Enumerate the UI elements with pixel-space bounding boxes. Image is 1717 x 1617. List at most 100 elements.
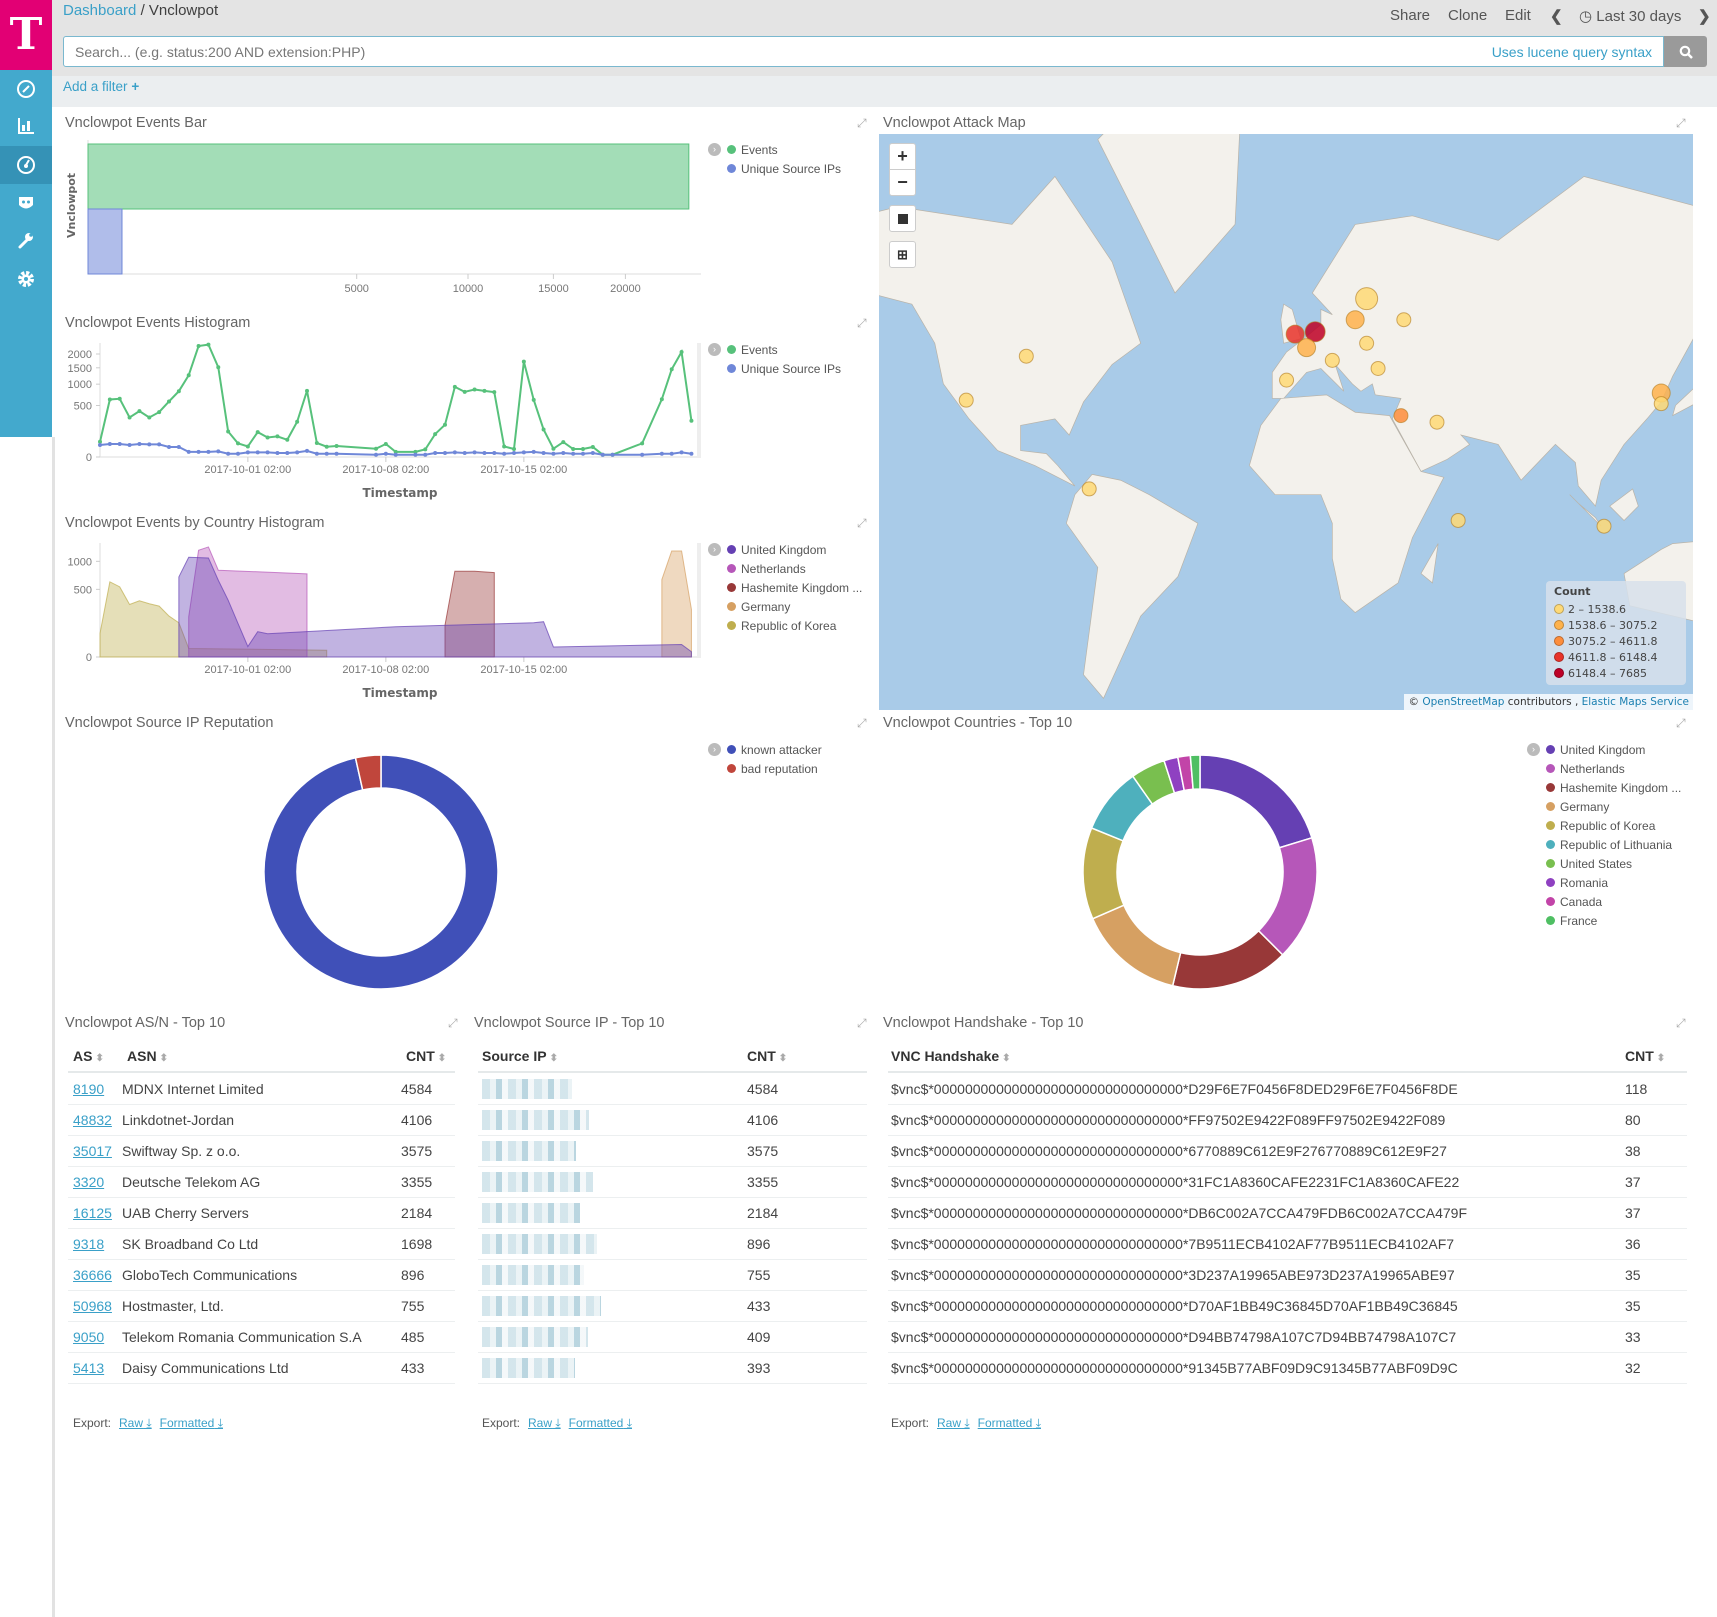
legend-item[interactable]: known attacker — [727, 740, 822, 759]
sort-icon[interactable]: ⬍ — [1656, 1053, 1666, 1064]
export-raw-link[interactable]: Raw ⤓ — [937, 1416, 970, 1430]
as-number-link[interactable]: 3320 — [73, 1174, 105, 1190]
legend-item[interactable]: Hashemite Kingdom ... — [1546, 778, 1681, 797]
expand-panel-icon[interactable]: ⤢ — [448, 1016, 458, 1030]
legend-toggle-chevron-icon[interactable]: › — [708, 743, 721, 756]
as-number-link[interactable]: 8190 — [73, 1081, 105, 1097]
add-filter-button[interactable]: Add a filter + — [63, 79, 139, 94]
legend-item[interactable]: Republic of Korea — [727, 616, 836, 635]
as-number-link[interactable]: 9050 — [73, 1329, 105, 1345]
clone-button[interactable]: Clone — [1448, 7, 1488, 24]
export-formatted-link[interactable]: Formatted ⤓ — [978, 1416, 1041, 1430]
time-back-chevron-icon[interactable]: ❮ — [1550, 8, 1563, 25]
legend-item[interactable]: Republic of Lithuania — [1546, 835, 1672, 854]
column-header[interactable]: CNT ⬍ — [1625, 1048, 1665, 1064]
ems-link[interactable]: Elastic Maps Service — [1581, 696, 1689, 708]
export-formatted-link[interactable]: Formatted ⤓ — [160, 1416, 223, 1430]
expand-panel-icon[interactable]: ⤢ — [857, 716, 867, 730]
sidebar-item-visualize[interactable] — [0, 107, 52, 145]
table-row: $vnc$*00000000000000000000000000000000*D… — [888, 1322, 1687, 1353]
legend-toggle-chevron-icon[interactable]: › — [708, 143, 721, 156]
as-number-link[interactable]: 50968 — [73, 1298, 112, 1314]
as-number-link[interactable]: 36666 — [73, 1267, 112, 1283]
download-icon: ⤓ — [623, 1416, 632, 1430]
column-header[interactable]: CNT ⬍ — [747, 1048, 787, 1064]
legend-item[interactable]: Events — [727, 340, 778, 359]
search-button[interactable] — [1664, 36, 1707, 67]
breadcrumb-dashboard-link[interactable]: Dashboard — [63, 2, 137, 19]
lucene-syntax-link[interactable]: Uses lucene query syntax — [1491, 43, 1652, 60]
as-number-link[interactable]: 48832 — [73, 1112, 112, 1128]
expand-panel-icon[interactable]: ⤢ — [1676, 116, 1686, 130]
legend-item[interactable]: France — [1546, 911, 1597, 930]
expand-panel-icon[interactable]: ⤢ — [857, 116, 867, 130]
expand-panel-icon[interactable]: ⤢ — [857, 1016, 867, 1030]
legend-item[interactable]: Germany — [1546, 797, 1609, 816]
sidebar-item-discover[interactable] — [0, 70, 52, 108]
osm-link[interactable]: OpenStreetMap — [1422, 696, 1505, 708]
export-raw-link[interactable]: Raw ⤓ — [119, 1416, 152, 1430]
asn-name: Daisy Communications Ltd — [122, 1360, 289, 1376]
ip-pixelation — [482, 1141, 576, 1161]
download-icon: ⤓ — [552, 1416, 561, 1430]
legend-item[interactable]: Events — [727, 140, 778, 159]
legend-toggle-chevron-icon[interactable]: › — [1527, 743, 1540, 756]
map-zoom-in-button[interactable]: + — [889, 143, 916, 170]
legend-item[interactable]: bad reputation — [727, 759, 818, 778]
search-input[interactable]: Search... (e.g. status:200 AND extension… — [63, 36, 1664, 67]
column-header[interactable]: AS ⬍ — [73, 1048, 104, 1064]
as-number-link[interactable]: 5413 — [73, 1360, 105, 1376]
legend-item[interactable]: Unique Source IPs — [727, 159, 841, 178]
data-point — [285, 451, 290, 456]
expand-panel-icon[interactable]: ⤢ — [857, 516, 867, 530]
legend-item[interactable]: United States — [1546, 854, 1632, 873]
legend-item[interactable]: Canada — [1546, 892, 1602, 911]
sidebar-item-management[interactable] — [0, 260, 52, 298]
legend-item[interactable]: Republic of Korea — [1546, 816, 1655, 835]
legend-item[interactable]: Germany — [727, 597, 790, 616]
column-header[interactable]: Source IP ⬍ — [482, 1048, 558, 1064]
table-row: $vnc$*00000000000000000000000000000000*D… — [888, 1291, 1687, 1322]
column-header[interactable]: ASN ⬍ — [127, 1048, 168, 1064]
legend-toggle-chevron-icon[interactable]: › — [708, 543, 721, 556]
map-zoom-out-button[interactable]: − — [889, 169, 916, 196]
legend-item[interactable]: Netherlands — [1546, 759, 1625, 778]
as-number-link[interactable]: 16125 — [73, 1205, 112, 1221]
count: 4584 — [747, 1081, 779, 1097]
legend-toggle-chevron-icon[interactable]: › — [708, 343, 721, 356]
telekom-logo[interactable]: T — [0, 0, 52, 70]
as-number-link[interactable]: 9318 — [73, 1236, 105, 1252]
download-icon: ⤓ — [1032, 1416, 1041, 1430]
export-raw-link[interactable]: Raw ⤓ — [528, 1416, 561, 1430]
sidebar-item-dashboard[interactable] — [0, 146, 52, 184]
legend-item[interactable]: Hashemite Kingdom ... — [727, 578, 862, 597]
map-fit-bounds-button[interactable]: ⊞ — [889, 241, 916, 268]
map-draw-rectangle-button[interactable] — [889, 205, 916, 232]
export-formatted-link[interactable]: Formatted ⤓ — [569, 1416, 632, 1430]
legend-item[interactable]: Unique Source IPs — [727, 359, 841, 378]
sort-icon[interactable]: ⬍ — [549, 1053, 558, 1064]
sort-icon[interactable]: ⬍ — [778, 1053, 788, 1064]
sidebar-item-timelion[interactable] — [0, 184, 52, 222]
expand-panel-icon[interactable]: ⤢ — [857, 316, 867, 330]
expand-panel-icon[interactable]: ⤢ — [1676, 716, 1686, 730]
time-forward-chevron-icon[interactable]: ❯ — [1698, 8, 1711, 25]
sort-icon[interactable]: ⬍ — [437, 1053, 447, 1064]
share-button[interactable]: Share — [1390, 7, 1431, 24]
formatted-label: Formatted — [159, 1416, 215, 1430]
time-picker-button[interactable]: ◷ Last 30 days — [1579, 7, 1681, 25]
sidebar-item-dev-tools[interactable] — [0, 221, 52, 259]
sort-icon[interactable]: ⬍ — [1002, 1053, 1011, 1064]
edit-button[interactable]: Edit — [1505, 7, 1531, 24]
legend-item[interactable]: United Kingdom — [727, 540, 826, 559]
legend-item[interactable]: Netherlands — [727, 559, 806, 578]
sort-icon[interactable]: ⬍ — [95, 1053, 104, 1064]
column-header[interactable]: VNC Handshake ⬍ — [891, 1048, 1011, 1064]
as-number-link[interactable]: 35017 — [73, 1143, 112, 1159]
column-header[interactable]: CNT ⬍ — [406, 1048, 446, 1064]
sort-icon[interactable]: ⬍ — [159, 1053, 168, 1064]
expand-panel-icon[interactable]: ⤢ — [1676, 1016, 1686, 1030]
legend-item[interactable]: Romania — [1546, 873, 1608, 892]
legend-item[interactable]: United Kingdom — [1546, 740, 1645, 759]
data-point — [541, 451, 546, 456]
